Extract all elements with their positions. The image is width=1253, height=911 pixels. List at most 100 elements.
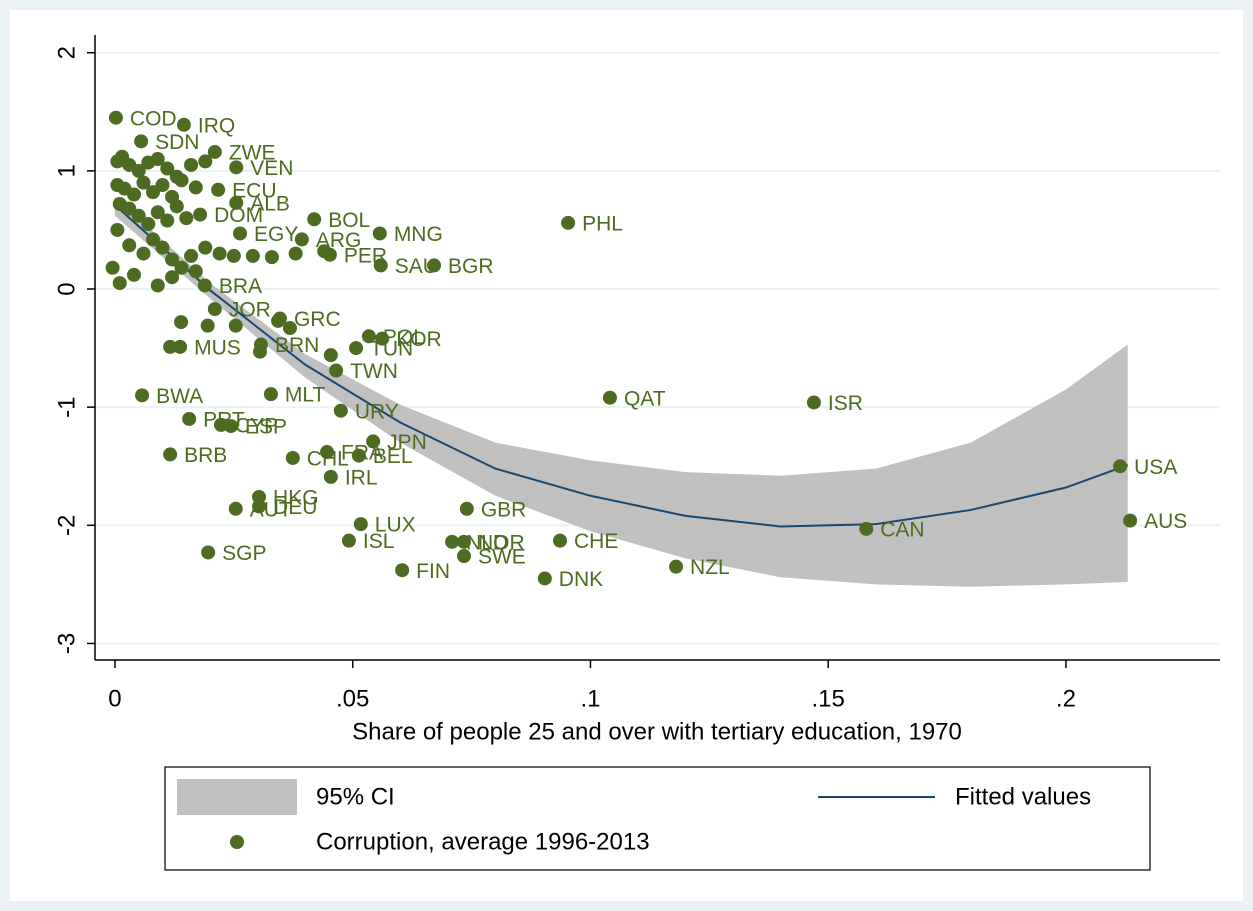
point-label: ECU: [232, 179, 276, 202]
data-point: [669, 559, 684, 574]
data-point: [146, 232, 161, 247]
data-point: [329, 363, 344, 378]
data-point: [229, 195, 244, 210]
point-label: IRL: [345, 466, 378, 489]
point-label: GRC: [294, 308, 341, 331]
point-label: JOR: [229, 299, 271, 322]
data-point: [105, 260, 120, 275]
data-point: [174, 315, 189, 330]
data-point: [333, 403, 348, 418]
confidence-band: [114, 196, 1128, 587]
data-point: [150, 278, 165, 293]
data-point: [228, 318, 243, 333]
data-point: [150, 205, 165, 220]
data-point: [445, 534, 460, 549]
data-point: [859, 521, 874, 536]
data-point: [245, 248, 260, 263]
point-label: ISL: [363, 530, 395, 553]
x-tick-label: .05: [336, 685, 369, 712]
point-label: CYP: [235, 414, 278, 437]
point-label: USA: [1134, 456, 1177, 479]
data-point: [459, 501, 474, 516]
data-point: [165, 252, 180, 267]
data-point: [323, 348, 338, 363]
data-point: [188, 264, 203, 279]
data-point: [288, 246, 303, 261]
point-label: CHE: [574, 530, 618, 553]
y-tick-label: 2: [53, 46, 80, 59]
data-point: [207, 302, 222, 317]
point-label: SGP: [222, 542, 266, 565]
data-point: [252, 344, 267, 359]
data-point: [169, 199, 184, 214]
legend: 95% CI Fitted values Corruption, average…: [164, 766, 1151, 871]
x-axis-label: Share of people 25 and over with tertiar…: [352, 718, 962, 745]
point-label: DEU: [273, 496, 317, 519]
data-point: [317, 244, 332, 259]
point-label: COD: [130, 107, 177, 130]
data-point: [223, 419, 238, 434]
data-point: [198, 240, 213, 255]
point-label: SAU: [395, 255, 438, 278]
point-label: MUS: [194, 336, 241, 359]
y-tick-label: -1: [53, 396, 80, 417]
data-point: [193, 207, 208, 222]
point-label: EGY: [254, 223, 298, 246]
point-label: MLT: [285, 384, 326, 407]
legend-swatch: [177, 779, 297, 815]
data-point: [349, 341, 364, 356]
point-label: ISR: [828, 392, 863, 415]
data-point: [179, 211, 194, 226]
point-label: DOM: [214, 204, 263, 227]
x-tick-label: 0: [108, 685, 121, 712]
data-point: [226, 248, 241, 263]
data-point: [1113, 459, 1128, 474]
point-label: URY: [355, 400, 399, 423]
data-point: [173, 339, 188, 354]
data-point: [136, 175, 151, 190]
data-point: [553, 533, 568, 548]
data-point: [160, 213, 175, 228]
y-tick-label: -2: [53, 515, 80, 536]
point-label: PHL: [582, 212, 623, 235]
point-label: IRQ: [198, 114, 235, 137]
fitted-line: [114, 204, 1129, 528]
point-label: VEN: [250, 157, 293, 180]
data-point: [126, 187, 141, 202]
data-point: [150, 152, 165, 167]
data-point: [271, 313, 286, 328]
data-point: [110, 222, 125, 237]
point-label: ESP: [245, 416, 287, 439]
point-label: DNK: [559, 568, 603, 591]
point-label: POL: [383, 326, 425, 349]
point-label: ALB: [250, 192, 290, 215]
point-label: NLD: [466, 531, 508, 554]
data-point: [341, 533, 356, 548]
data-point: [112, 276, 127, 291]
data-point: [361, 329, 376, 344]
y-tick-label: 1: [53, 164, 80, 177]
data-point: [228, 501, 243, 516]
data-point: [211, 182, 226, 197]
data-point: [212, 246, 227, 261]
data-point: [323, 469, 338, 484]
data-point: [320, 445, 335, 460]
data-point: [561, 215, 576, 230]
data-point: [537, 571, 552, 586]
data-point: [427, 258, 442, 273]
point-label: FIN: [416, 560, 450, 583]
legend-swatch: [230, 835, 244, 849]
data-point: [366, 434, 381, 449]
data-point: [198, 154, 213, 169]
data-point: [806, 395, 821, 410]
point-label: BWA: [156, 385, 203, 408]
data-point: [456, 534, 471, 549]
point-label: SDN: [155, 131, 199, 154]
x-tick-label: .2: [1056, 685, 1076, 712]
data-point: [155, 240, 170, 255]
data-point: [263, 387, 278, 402]
point-label: NZL: [690, 556, 730, 579]
